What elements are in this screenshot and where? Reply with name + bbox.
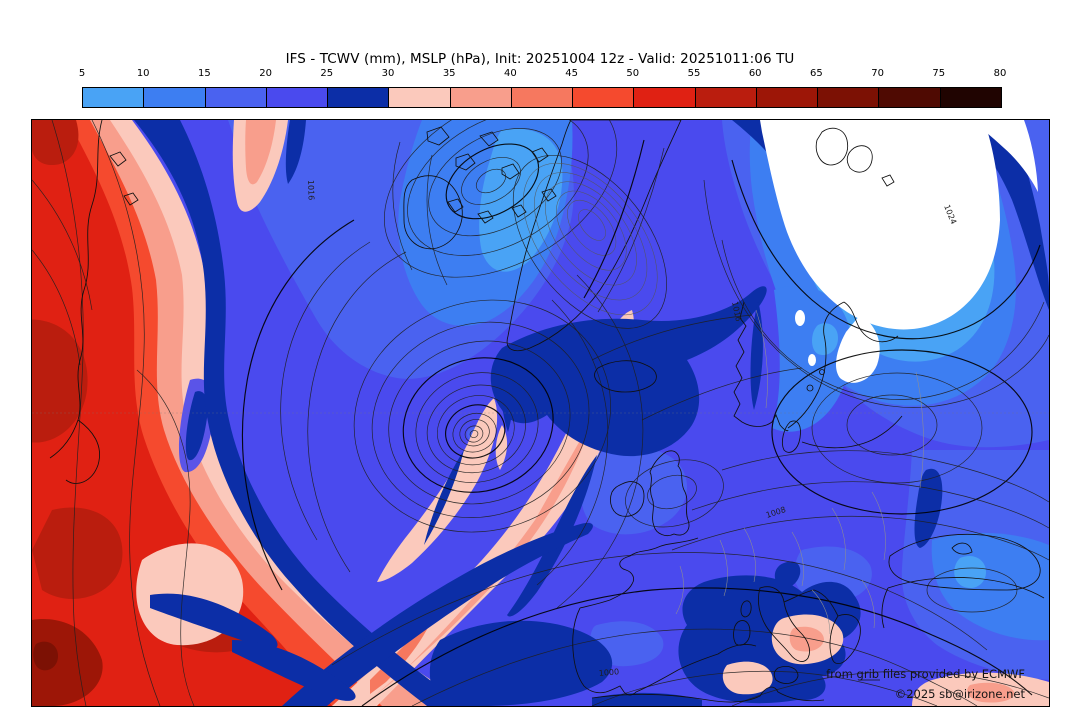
colorbar-tick-label: 65 (810, 68, 823, 79)
tcwv-dry-white-layer (506, 120, 1038, 383)
colorbar-segment (695, 88, 757, 107)
colorbar-segment (205, 88, 267, 107)
colorbar-segment (756, 88, 819, 107)
colorbar-segment (940, 88, 1001, 107)
colorbar-tick-label: 20 (259, 68, 272, 79)
colorbar-tick-label: 80 (993, 68, 1007, 79)
colorbar-segment (389, 88, 451, 107)
colorbar-segment (144, 88, 206, 107)
colorbar-tick-label: 40 (504, 68, 517, 79)
colorbar-tick-label: 55 (687, 68, 701, 79)
tcwv-warm-sector-layer (32, 120, 634, 706)
colorbar-segment (266, 88, 329, 107)
colorbar-tick-label: 5 (78, 68, 86, 79)
coastlines-layer (49, 120, 1045, 703)
weather-map-svg: 1016 1016 1008 1000 1024 (32, 120, 1049, 706)
colorbar-segment (83, 88, 145, 107)
colorbar-segment (818, 88, 880, 107)
colorbar-tick-label: 50 (626, 68, 640, 79)
mslp-contours-layer (32, 120, 1049, 706)
colorbar-tick-label: 35 (442, 68, 456, 79)
colorbar-segment (573, 88, 635, 107)
colorbar-tick-label: 45 (565, 68, 578, 79)
colorbar-tick-label: 30 (381, 68, 395, 79)
attribution-copyright: ©2025 sb@irizone.net (894, 687, 1025, 701)
colorbar-segment (450, 88, 512, 107)
contour-label: 1016 (306, 180, 316, 201)
colorbar-tick-label: 60 (748, 68, 762, 79)
colorbar-segment (328, 88, 390, 107)
colorbar-segment (634, 88, 696, 107)
colorbar-tick-label: 15 (198, 68, 211, 79)
map-frame: 1016 1016 1008 1000 1024 from grib files… (31, 119, 1050, 707)
attribution-source: from grib files provided by ECMWF (826, 667, 1025, 681)
contour-label: 1000 (598, 667, 619, 678)
colorbar-segment (511, 88, 574, 107)
colorbar-tick-label: 10 (136, 68, 150, 79)
colorbar-tick-label: 25 (320, 68, 334, 79)
colorbar-ticks: 5 10 15 20 25 30 35 40 45 50 55 60 65 70 75 80 (78, 68, 1007, 82)
colorbar-tick-label: 75 (932, 68, 946, 79)
colorbar-tick-label: 70 (871, 68, 884, 79)
contour-label: 1016 (730, 301, 743, 323)
colorbar (82, 87, 1002, 108)
page-title: IFS - TCWV (mm), MSLP (hPa), Init: 20251… (285, 51, 795, 67)
colorbar-segment (879, 88, 941, 107)
